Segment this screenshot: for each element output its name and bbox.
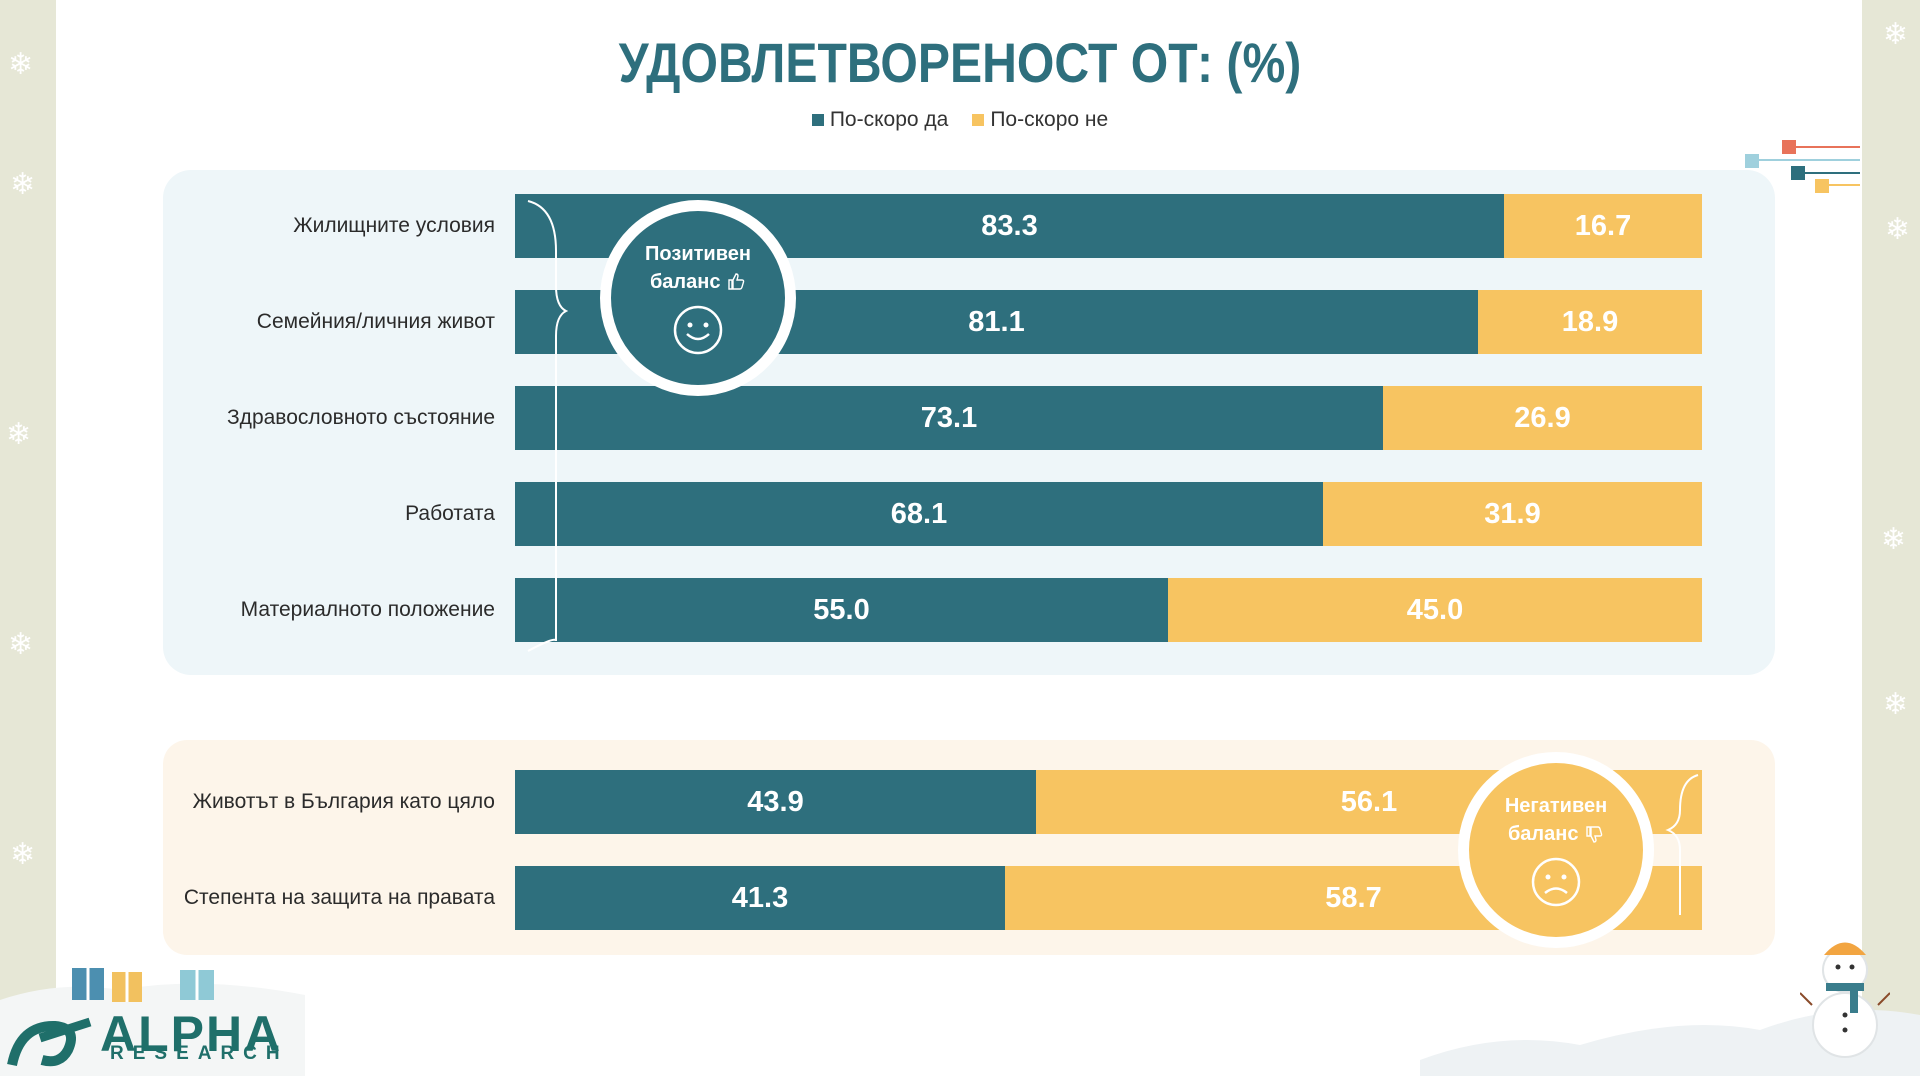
logo-area xyxy=(0,968,305,1076)
legend-item-yes: По-скоро да xyxy=(811,108,949,132)
sad-face-icon xyxy=(1531,857,1581,907)
snowman-icon xyxy=(1800,942,1890,1058)
value-label-yes: 73.1 xyxy=(920,401,978,434)
value-label-yes: 81.1 xyxy=(968,305,1025,338)
bracket-right xyxy=(1665,774,1699,915)
legend-label-yes: По-скоро да xyxy=(829,108,949,131)
bar-row: 55.0 45.0 xyxy=(515,578,1702,642)
legend-item-no: По-скоро не xyxy=(972,108,1108,132)
logo-subtitle: RESEARCH xyxy=(110,1043,289,1064)
legend-swatch-no xyxy=(972,114,985,126)
thumbs-up-icon xyxy=(728,273,745,290)
category-label: Степента на защита на правата xyxy=(183,886,495,909)
value-label-yes: 41.3 xyxy=(731,881,789,914)
snowflake-icon: ❄ xyxy=(6,417,32,452)
snowflake-icon: ❄ xyxy=(8,47,34,82)
bar-row: 68.1 31.9 xyxy=(515,482,1702,546)
snowflake-icon: ❄ xyxy=(1880,522,1906,557)
snowflake-icon: ❄ xyxy=(1882,687,1908,722)
value-label-yes: 43.9 xyxy=(747,785,804,818)
legend-label-no: По-скоро не xyxy=(990,108,1109,131)
bar-segment-no: 31.9 xyxy=(1323,482,1702,546)
category-label: Жилищните условия xyxy=(293,214,495,237)
snowflake-icon: ❄ xyxy=(1882,17,1908,52)
value-label-no: 16.7 xyxy=(1574,209,1632,242)
value-label-yes: 55.0 xyxy=(813,593,870,626)
category-label: Материалното положение xyxy=(240,598,495,621)
bar-row: 73.1 26.9 xyxy=(515,386,1702,450)
value-label-no: 26.9 xyxy=(1514,401,1571,434)
bar-segment-yes: 73.1 xyxy=(515,386,1383,450)
value-label-no: 58.7 xyxy=(1325,881,1382,914)
negative-badge-line1: Негативен xyxy=(1504,795,1608,817)
positive-balance-badge: Позитивен баланс xyxy=(600,200,796,396)
negative-badge-line2: баланс xyxy=(1507,823,1579,845)
bar-segment-no: 18.9 xyxy=(1478,290,1702,354)
value-label-yes: 83.3 xyxy=(981,209,1038,242)
bar-segment-no: 26.9 xyxy=(1383,386,1702,450)
bar-segment-yes: 55.0 xyxy=(515,578,1168,642)
snowflake-icon: ❄ xyxy=(10,837,36,872)
positive-badge-line2: баланс xyxy=(649,271,721,293)
right-decorative-border xyxy=(1862,0,1920,1076)
snowflake-icon: ❄ xyxy=(1884,212,1910,247)
smile-face-icon xyxy=(673,305,723,355)
chart-legend: По-скоро да По-скоро не xyxy=(0,108,1920,132)
negative-balance-badge: Негативен баланс xyxy=(1458,752,1654,948)
bar-segment-yes: 41.3 xyxy=(515,866,1005,930)
category-label: Семейния/личния живот xyxy=(256,310,495,333)
bar-segment-yes: 68.1 xyxy=(515,482,1323,546)
bar-segment-yes: 43.9 xyxy=(515,770,1036,834)
snowflake-icon: ❄ xyxy=(10,167,36,202)
positive-badge-line1: Позитивен xyxy=(645,243,751,265)
category-label: Животът в България като цяло xyxy=(192,790,495,813)
logo-wordmark: ALPHA xyxy=(100,1006,283,1062)
thumbs-down-icon xyxy=(1586,826,1603,843)
category-label: Здравословното състояние xyxy=(227,406,495,429)
value-label-yes: 68.1 xyxy=(890,497,948,530)
bar-segment-no: 16.7 xyxy=(1504,194,1702,258)
chart-title: УДОВЛЕТВОРЕНОСТ ОТ: (%) xyxy=(618,31,1302,94)
bracket-left xyxy=(527,200,568,652)
value-label-no: 56.1 xyxy=(1340,785,1398,818)
snowflake-icon: ❄ xyxy=(8,627,34,662)
legend-swatch-yes xyxy=(811,114,824,126)
bar-segment-no: 45.0 xyxy=(1168,578,1702,642)
decorative-lines xyxy=(1745,140,1860,193)
snow-drift xyxy=(1420,1010,1920,1076)
value-label-no: 31.9 xyxy=(1484,497,1541,530)
category-label: Работата xyxy=(405,502,495,525)
left-decorative-border xyxy=(0,0,56,1076)
value-label-no: 45.0 xyxy=(1406,593,1464,626)
value-label-no: 18.9 xyxy=(1561,305,1619,338)
